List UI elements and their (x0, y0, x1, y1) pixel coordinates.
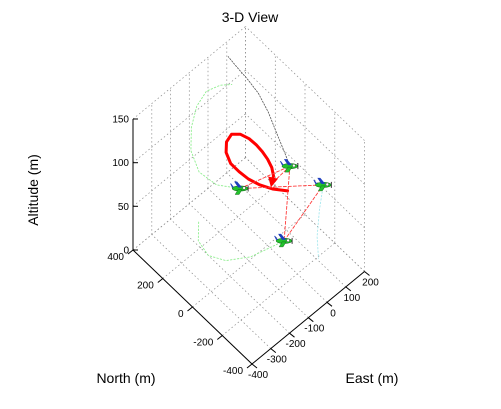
series-line-formation (239, 165, 324, 242)
y-tick-mark (289, 332, 295, 338)
y-tick-label: -100 (304, 324, 324, 335)
z-axis-label: Altitude (m) (25, 154, 41, 226)
x-tick-mark (246, 363, 253, 369)
x-tick-label: -200 (193, 338, 213, 349)
wall-gridline (245, 157, 365, 272)
x-tick-label: 400 (107, 252, 124, 263)
x-axis-label: North (m) (96, 370, 155, 386)
floor-gridline (192, 214, 306, 308)
aircraft-marker (313, 177, 332, 192)
z-tick-label: 150 (112, 115, 129, 126)
y-tick-mark (364, 271, 370, 276)
aircraft-marker (230, 181, 249, 195)
y-tick-label: -400 (248, 370, 268, 381)
y-tick-mark (251, 363, 258, 369)
y-tick-mark (326, 301, 333, 307)
floor-gridline (207, 188, 328, 303)
floor-gridline (170, 218, 290, 334)
z-tick-label: 100 (112, 158, 129, 169)
x-tick-mark (157, 278, 164, 283)
x-tick-mark (187, 306, 193, 312)
y-tick-mark (270, 348, 277, 353)
y-tick-label: 200 (362, 278, 379, 289)
x-tick-label: -400 (223, 366, 243, 377)
x-tick-label: 200 (137, 281, 154, 292)
series-line-green-trail-low (197, 219, 285, 262)
y-axis-line (251, 271, 365, 365)
floor-gridline (162, 185, 276, 279)
floor-gridline (189, 203, 309, 318)
y-tick-mark (345, 286, 352, 292)
z-tick-label: 50 (118, 202, 130, 213)
aircraft-marker (279, 159, 299, 173)
x-tick-mark (127, 249, 134, 255)
wall-gridline (245, 69, 365, 185)
floor-gridline (226, 172, 347, 288)
series-line-black-trail (227, 56, 291, 167)
y-tick-label: -200 (285, 339, 305, 350)
series-line-green-trail (190, 84, 241, 189)
y-tick-label: 100 (343, 293, 360, 304)
aircraft-layer (230, 159, 332, 248)
lead-arrowhead (268, 176, 278, 188)
y-tick-label: 0 (330, 308, 336, 319)
y-tick-mark (307, 317, 314, 323)
wall-gridline (132, 26, 246, 120)
wall-gridline (245, 113, 365, 229)
wall-gridline (245, 26, 365, 141)
wall-gridline (132, 157, 246, 251)
x-tick-label: 0 (178, 309, 184, 320)
wall-gridline (132, 69, 246, 163)
series-line-cyan-trail (316, 184, 324, 259)
axis-layer (127, 118, 370, 369)
y-axis-label: East (m) (346, 370, 399, 386)
aircraft-marker (274, 233, 293, 248)
floor-gridline (151, 234, 272, 349)
series-layer (190, 56, 324, 262)
x-tick-mark (216, 335, 223, 340)
wall-gridline (132, 113, 246, 207)
chart-title: 3-D View (222, 9, 279, 25)
z-tick-label: 0 (123, 246, 129, 257)
series-line-lead (224, 132, 290, 193)
y-tick-label: -300 (267, 355, 287, 366)
